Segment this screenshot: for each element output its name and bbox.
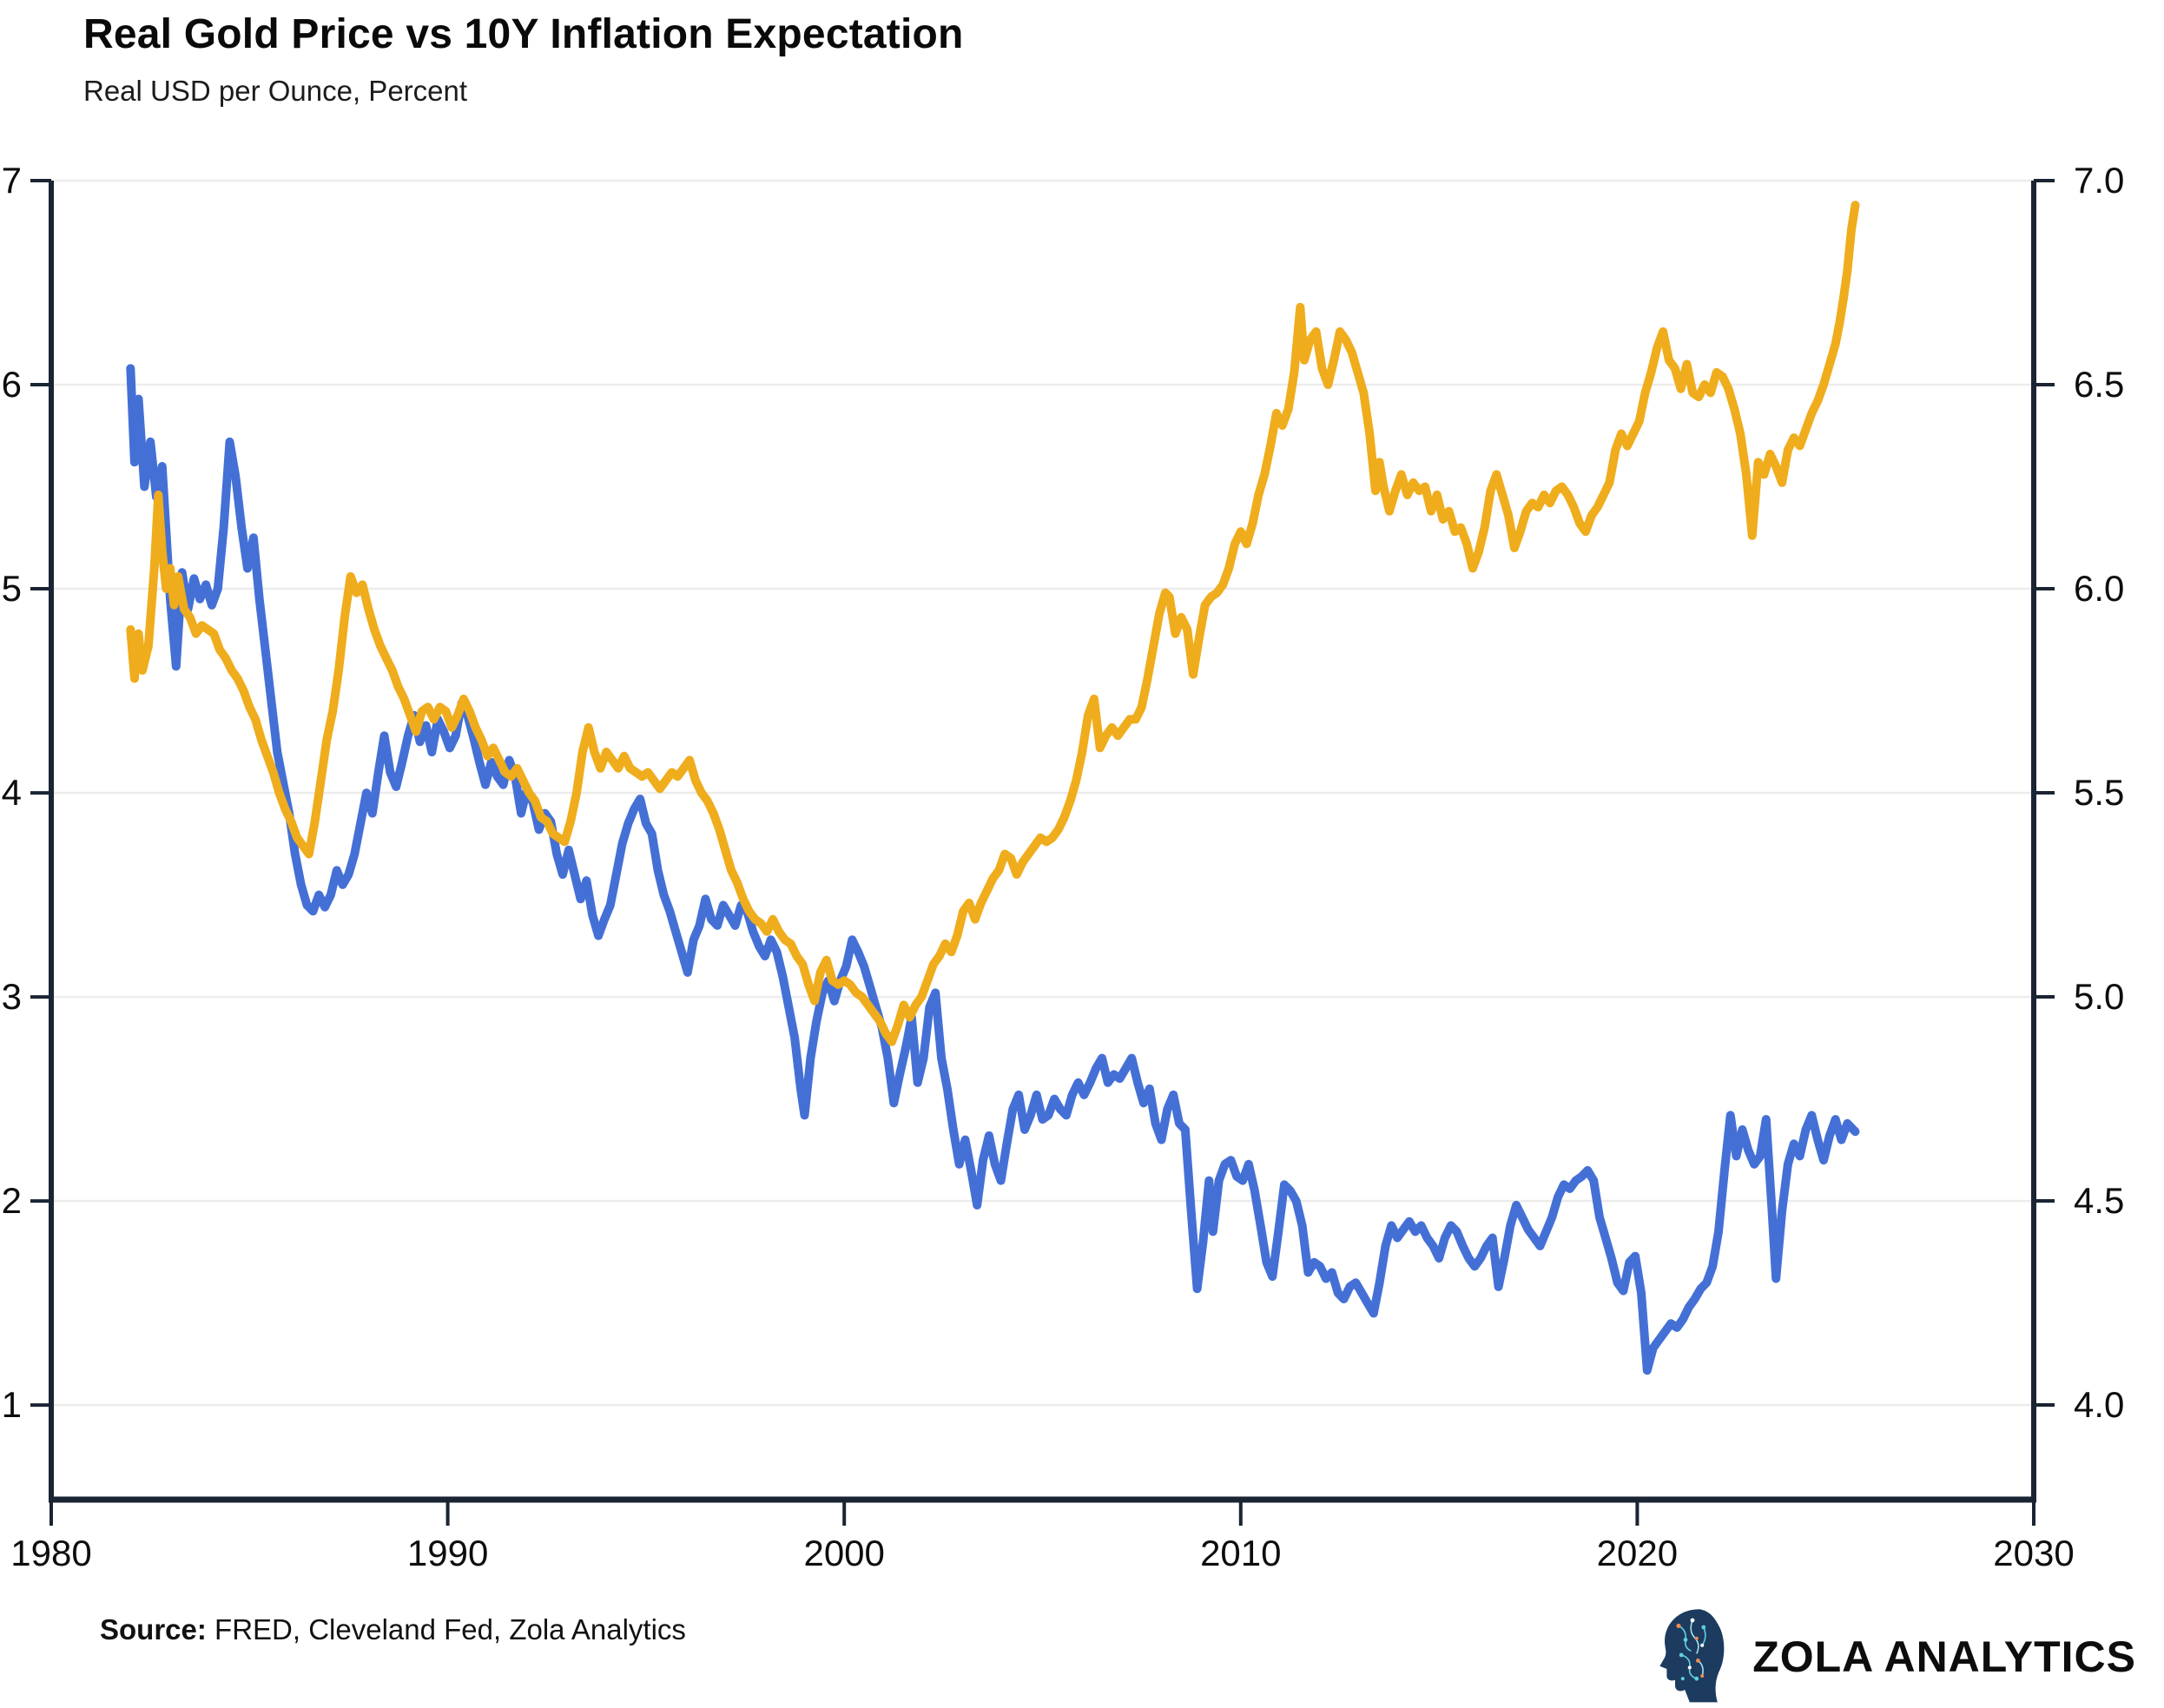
left-tick-label: 3 — [2, 976, 22, 1017]
left-tick-label: 2 — [2, 1180, 22, 1221]
left-tick-label: 6 — [2, 364, 22, 405]
x-tick-label: 2000 — [803, 1533, 884, 1573]
left-tick-label: 7 — [2, 160, 22, 201]
head-circuit-icon — [1657, 1606, 1728, 1708]
right-tick-label: 5.5 — [2074, 772, 2124, 813]
x-tick-label: 1990 — [407, 1533, 488, 1573]
x-tick-label: 2030 — [1993, 1533, 2074, 1573]
source-text: FRED, Cleveland Fed, Zola Analytics — [206, 1613, 686, 1645]
right-tick-label: 4.5 — [2074, 1180, 2124, 1221]
series-10y-inflation-expectation — [126, 364, 1860, 1375]
left-tick-label: 4 — [2, 772, 22, 813]
x-tick-label: 1980 — [10, 1533, 91, 1573]
page-title: Real Gold Price vs 10Y Inflation Expecta… — [83, 11, 964, 57]
right-tick-label: 6.5 — [2074, 364, 2124, 405]
right-tick-label: 7.0 — [2074, 160, 2124, 201]
source-note: Source: FRED, Cleveland Fed, Zola Analyt… — [100, 1613, 686, 1646]
page-subtitle: Real USD per Ounce, Percent — [83, 75, 468, 107]
x-tick-label: 2020 — [1597, 1533, 1678, 1573]
series-real-gold-price — [126, 201, 1860, 1046]
right-tick-label: 6.0 — [2074, 568, 2124, 609]
left-tick-label: 5 — [2, 568, 22, 609]
brand-lockup: ZOLA ANALYTICS — [1657, 1608, 2136, 1705]
left-tick-label: 1 — [2, 1384, 22, 1425]
brand-name: ZOLA ANALYTICS — [1752, 1632, 2136, 1681]
source-label: Source: — [100, 1613, 207, 1645]
right-tick-label: 5.0 — [2074, 976, 2124, 1017]
x-tick-label: 2010 — [1200, 1533, 1281, 1573]
right-tick-label: 4.0 — [2074, 1384, 2124, 1425]
